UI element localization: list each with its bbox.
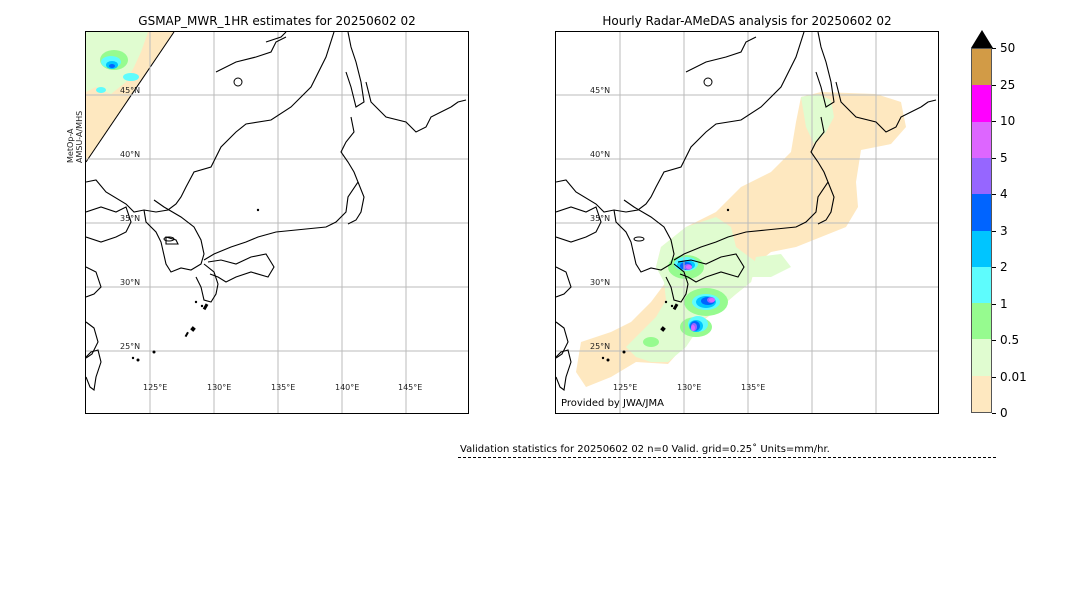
colorbar-tick — [992, 413, 996, 414]
colorbar-segment — [972, 194, 991, 231]
colorbar-tick — [992, 340, 996, 341]
colorbar-segment — [972, 230, 991, 267]
colorbar-segment — [972, 121, 991, 158]
right-map: 45°N 40°N 35°N 30°N 25°N 125°E 130°E 135… — [555, 31, 939, 414]
colorbar-tick — [992, 157, 996, 159]
right-lon-135: 135°E — [741, 383, 766, 392]
validation-statistics: Validation statistics for 20250602 02 n=… — [460, 444, 830, 455]
colorbar-segment — [972, 157, 991, 195]
colorbar-tick-label: 50 — [1000, 41, 1016, 55]
left-lat-40: 40°N — [120, 150, 141, 159]
colorbar-tick-label: 10 — [1000, 114, 1016, 128]
right-lon-125: 125°E — [613, 383, 638, 392]
data-credit: Provided by JWA/JMA — [561, 398, 664, 409]
colorbar-tick-label: 4 — [1000, 187, 1008, 201]
colorbar-segment — [972, 49, 991, 86]
colorbar-tick — [992, 48, 996, 49]
colorbar-tick-label: 0 — [1000, 406, 1008, 420]
colorbar-segment — [972, 85, 991, 122]
right-lon-130: 130°E — [677, 383, 702, 392]
colorbar-tick — [992, 230, 996, 232]
satellite-label-line1: MetOp-A — [66, 128, 75, 163]
colorbar-tick — [992, 376, 996, 378]
left-lat-30: 30°N — [120, 278, 141, 287]
colorbar-tick — [992, 303, 996, 305]
colorbar-tick — [992, 84, 996, 86]
left-lat-45: 45°N — [120, 86, 141, 95]
colorbar-tick-label: 0.01 — [1000, 369, 1027, 384]
left-lat-25: 25°N — [120, 342, 141, 351]
colorbar-segment — [972, 339, 991, 376]
left-lon-135: 135°E — [271, 383, 296, 392]
colorbar-tick-label: 2 — [1000, 260, 1008, 274]
right-lat-25: 25°N — [590, 342, 611, 351]
colorbar-tick — [992, 194, 996, 195]
right-lat-35: 35°N — [590, 214, 611, 223]
left-lon-125: 125°E — [143, 383, 168, 392]
satellite-label-line2: AMSU-A/MHS — [75, 110, 84, 163]
left-lon-130: 130°E — [207, 383, 232, 392]
colorbar-tick — [992, 267, 996, 268]
satellite-label: MetOp-A AMSU-A/MHS — [66, 111, 84, 163]
left-panel-title: GSMAP_MWR_1HR estimates for 20250602 02 — [138, 14, 416, 28]
validation-divider — [458, 457, 996, 458]
left-map: 45°N 40°N 35°N 30°N 25°N 125°E 130°E 135… — [85, 31, 469, 414]
left-lon-140: 140°E — [335, 383, 360, 392]
right-map-graphics — [556, 32, 938, 413]
right-lat-45: 45°N — [590, 86, 611, 95]
colorbar-tick-label: 1 — [1000, 296, 1008, 311]
right-lat-30: 30°N — [590, 278, 611, 287]
colorbar-segment — [972, 303, 991, 340]
colorbar-segment — [972, 266, 991, 304]
colorbar-tick-label: 3 — [1000, 223, 1008, 238]
left-lat-35: 35°N — [120, 214, 141, 223]
colorbar-tick-label: 25 — [1000, 77, 1016, 92]
colorbar-segment — [972, 375, 991, 412]
left-lon-145: 145°E — [398, 383, 423, 392]
colorbar-tick-label: 0.5 — [1000, 333, 1020, 347]
colorbar-extend-arrow — [971, 30, 993, 48]
colorbar-tick-label: 5 — [1000, 150, 1008, 165]
colorbar — [971, 48, 992, 413]
right-panel-title: Hourly Radar-AMeDAS analysis for 2025060… — [602, 14, 892, 28]
right-lat-40: 40°N — [590, 150, 611, 159]
colorbar-tick — [992, 121, 996, 122]
left-map-graphics — [86, 32, 468, 413]
